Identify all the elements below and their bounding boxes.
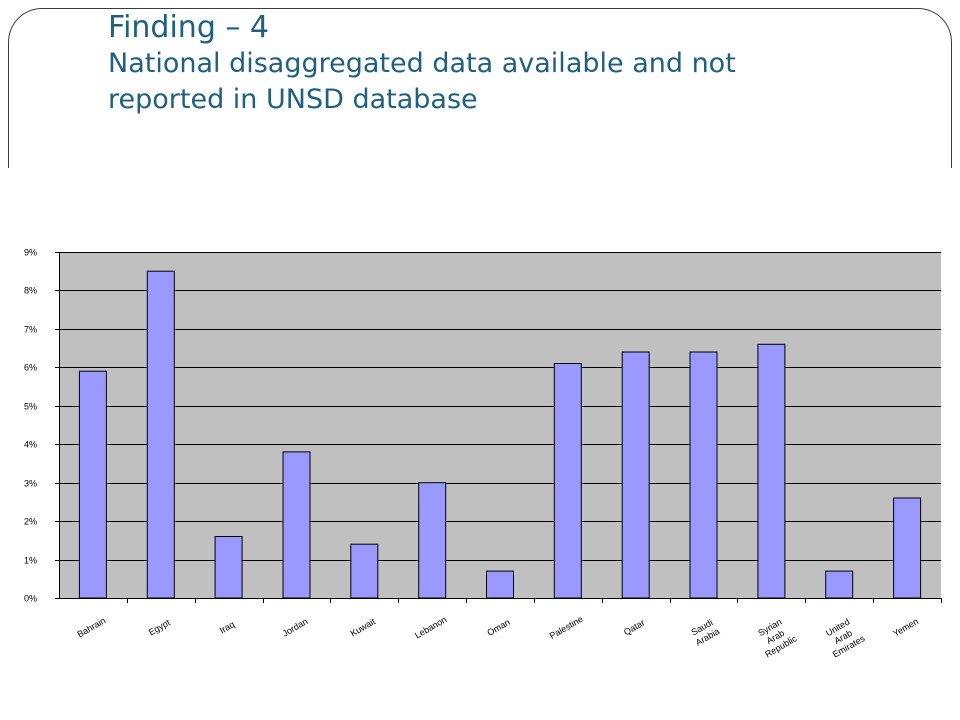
y-tick-label: 7% <box>24 325 37 335</box>
x-tick-label-text: Lebanon <box>413 614 448 640</box>
x-tick-label: Iraq <box>218 619 236 635</box>
bar-palestine <box>553 363 582 599</box>
x-tick-label: Oman <box>485 617 511 638</box>
y-tick-label: 3% <box>24 479 37 489</box>
bar-united-arab-emirates <box>825 570 854 599</box>
x-tick-label-text: Palestine <box>548 614 585 641</box>
x-tick-label-text: Kuwait <box>349 616 378 638</box>
x-tick-label: Jordan <box>281 616 310 638</box>
x-tick-label-text: SyrianArabRepublic <box>752 614 799 659</box>
bar-iraq <box>214 536 243 599</box>
x-tick-label-line: Palestine <box>548 614 585 641</box>
x-tick-label-line: Bahrain <box>75 615 107 639</box>
y-tick-label: 1% <box>24 556 37 566</box>
x-tick-label-line: Qatar <box>622 617 646 637</box>
x-tick-label-text: UnitedArabEmirates <box>820 614 867 660</box>
x-tick-label: SyrianArabRepublic <box>752 614 799 660</box>
x-tick-label: Yemen <box>891 616 920 639</box>
bar-bahrain <box>78 370 107 599</box>
x-tick-label-line: Yemen <box>891 616 920 639</box>
x-tick-label: Lebanon <box>413 614 448 640</box>
x-tick-label: Palestine <box>548 614 585 641</box>
y-tick-label: 9% <box>24 248 37 258</box>
y-tick-label: 5% <box>24 402 37 412</box>
bar-syrian-arab-republic <box>757 343 786 599</box>
x-tick-label-line: Lebanon <box>413 614 448 640</box>
bar-saudi-arabia <box>689 351 718 599</box>
x-tick-label-line: Oman <box>485 617 511 638</box>
y-tick-label: 2% <box>24 517 37 527</box>
y-tick-label: 0% <box>24 594 37 604</box>
x-tick-label-text: Egypt <box>147 617 172 637</box>
bar-lebanon <box>418 482 447 599</box>
bar-oman <box>486 570 514 599</box>
x-tick-label-text: Oman <box>485 617 511 638</box>
plot-area <box>59 252 941 598</box>
x-tick-label: Qatar <box>622 617 646 637</box>
x-tick-label: UnitedArabEmirates <box>820 614 867 660</box>
bar-egypt <box>146 270 175 599</box>
x-tick-label: Kuwait <box>349 616 378 638</box>
x-tick-label-line: Kuwait <box>349 616 378 638</box>
slide-subtitle: National disaggregated data available an… <box>108 48 736 115</box>
x-tick-label-text: Yemen <box>891 616 920 639</box>
bar-qatar <box>621 351 650 599</box>
y-tick-label: 6% <box>24 363 37 373</box>
y-tick-label: 4% <box>24 440 37 450</box>
bar-yemen <box>893 497 922 599</box>
slide-title-block: Finding – 4 National disaggregated data … <box>108 10 908 118</box>
x-tick-label-text: Jordan <box>281 616 310 638</box>
x-tick-label: SaudiArabia <box>688 617 722 648</box>
x-tick-label: Egypt <box>147 617 172 637</box>
bar-kuwait <box>350 543 379 599</box>
bar-jordan <box>282 451 311 599</box>
x-tick-label-line: Iraq <box>218 619 236 635</box>
x-tick-label-line: Jordan <box>281 616 310 638</box>
y-tick-label: 8% <box>24 286 37 296</box>
slide-frame <box>8 8 952 168</box>
x-tick-label-text: SaudiArabia <box>688 617 721 648</box>
x-tick-label-line: Egypt <box>147 617 172 637</box>
x-tick-label-text: Qatar <box>622 617 646 637</box>
x-tick-label: Bahrain <box>75 615 107 639</box>
x-tick-label-text: Iraq <box>218 619 236 635</box>
slide-title: Finding – 4 <box>108 10 270 45</box>
x-tick-label-text: Bahrain <box>75 615 107 639</box>
